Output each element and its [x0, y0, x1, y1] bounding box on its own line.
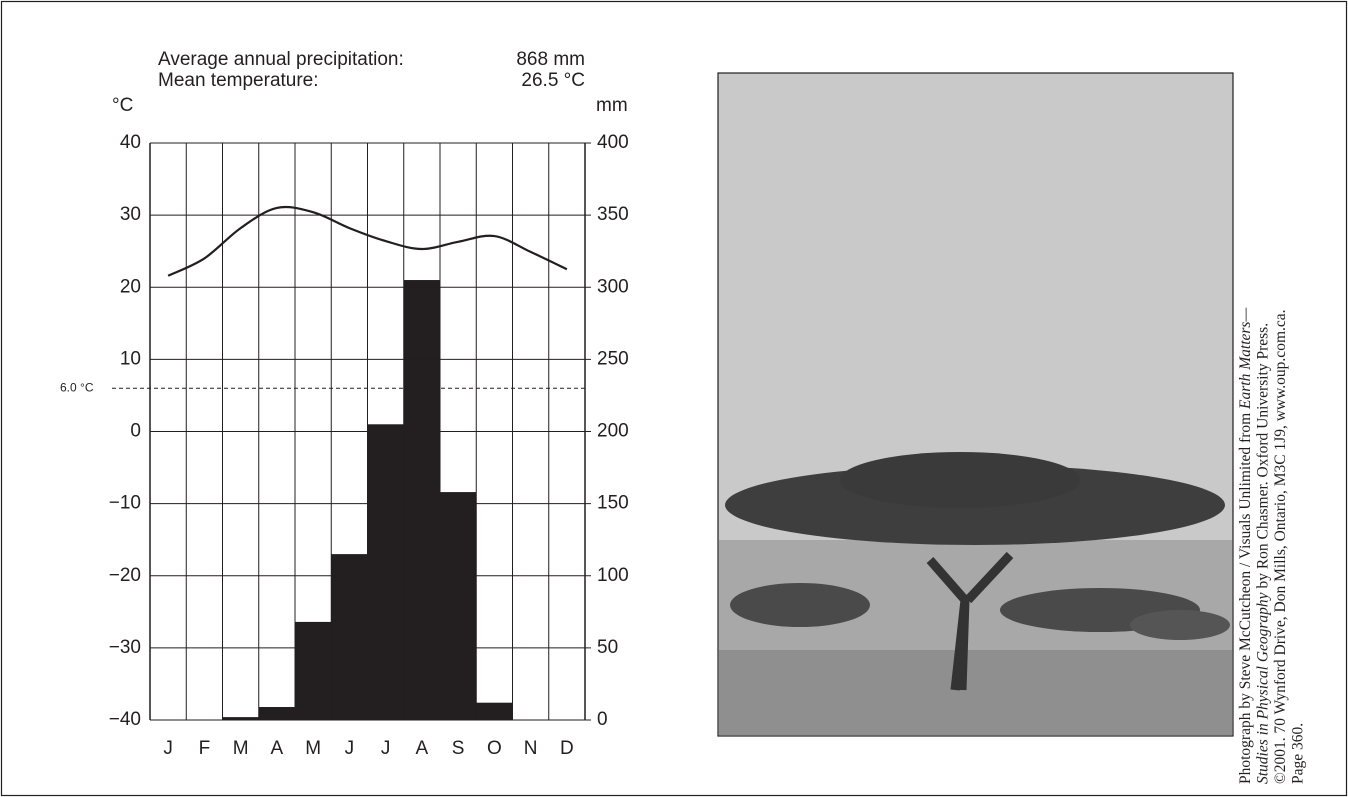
bar: [440, 492, 476, 720]
x-tick-label: J: [163, 738, 173, 759]
x-tick-label: A: [271, 738, 284, 759]
y2-tick-label: 400: [597, 132, 629, 153]
x-tick-label: J: [381, 738, 391, 759]
credit-line: Page 360.: [1289, 723, 1306, 784]
x-tick-label: D: [560, 738, 574, 759]
y-unit: °C: [112, 95, 133, 116]
y2-tick-label: 250: [597, 348, 629, 369]
header-label: Mean temperature:: [158, 70, 319, 91]
credit-line: Studies in Physical Geography by Ron Cha…: [1254, 323, 1271, 784]
credit-line: ©2001. 70 Wynford Drive, Don Mills, Onta…: [1272, 309, 1289, 784]
bar: [368, 424, 404, 720]
x-tick-label: J: [345, 738, 355, 759]
y2-tick-label: 50: [597, 637, 618, 658]
header-label: Average annual precipitation:: [158, 49, 404, 70]
credit-text: Earth Matters—: [1237, 308, 1254, 410]
chart: Average annual precipitation: 868 mm Mea…: [0, 0, 1348, 797]
credit-text: by Ron Chasmer. Oxford University Press.: [1254, 323, 1271, 593]
y2-tick-label: 150: [597, 493, 629, 514]
x-tick-label: N: [524, 738, 538, 759]
y2-unit: mm: [596, 95, 628, 116]
y2-tick-label: 0: [597, 709, 608, 730]
y2-tick-label: 350: [597, 204, 629, 225]
bar: [476, 703, 512, 720]
y2-tick-label: 300: [597, 276, 629, 297]
header-value: 26.5 °C: [521, 70, 585, 91]
credit-text: ©2001. 70 Wynford Drive, Don Mills, Onta…: [1272, 309, 1289, 784]
credit-text: Page 360.: [1289, 723, 1306, 784]
bar: [404, 280, 440, 720]
y2-tick-label: 100: [597, 565, 629, 586]
bar: [259, 707, 295, 720]
page: Average annual precipitation: 868 mm Mea…: [0, 0, 1348, 797]
credit-text: Studies in Physical Geography: [1254, 592, 1271, 784]
y-tick-label: −10: [109, 493, 141, 514]
bar: [295, 622, 331, 720]
bar: [331, 554, 367, 720]
x-tick-label: M: [233, 738, 249, 759]
y-tick-label: 10: [120, 348, 141, 369]
y-tick-label: 0: [130, 421, 141, 442]
y-tick-label: 20: [120, 276, 141, 297]
credit-text: Photograph by Steve McCutcheon / Visuals…: [1237, 409, 1254, 784]
x-tick-label: F: [199, 738, 211, 759]
x-tick-label: M: [305, 738, 321, 759]
x-tick-label: O: [487, 738, 502, 759]
y-tick-label: 30: [120, 204, 141, 225]
y-tick-label: −30: [109, 637, 141, 658]
y-tick-label: −20: [109, 565, 141, 586]
y-tick-label: −40: [109, 709, 141, 730]
credit-line: Photograph by Steve McCutcheon / Visuals…: [1237, 308, 1254, 784]
y2-tick-label: 200: [597, 421, 629, 442]
x-tick-label: S: [452, 738, 465, 759]
x-tick-label: A: [416, 738, 429, 759]
threshold-label: 6.0 °C: [60, 380, 94, 394]
header-value: 868 mm: [516, 49, 585, 70]
y-tick-label: 40: [120, 132, 141, 153]
photo: [718, 73, 1233, 736]
